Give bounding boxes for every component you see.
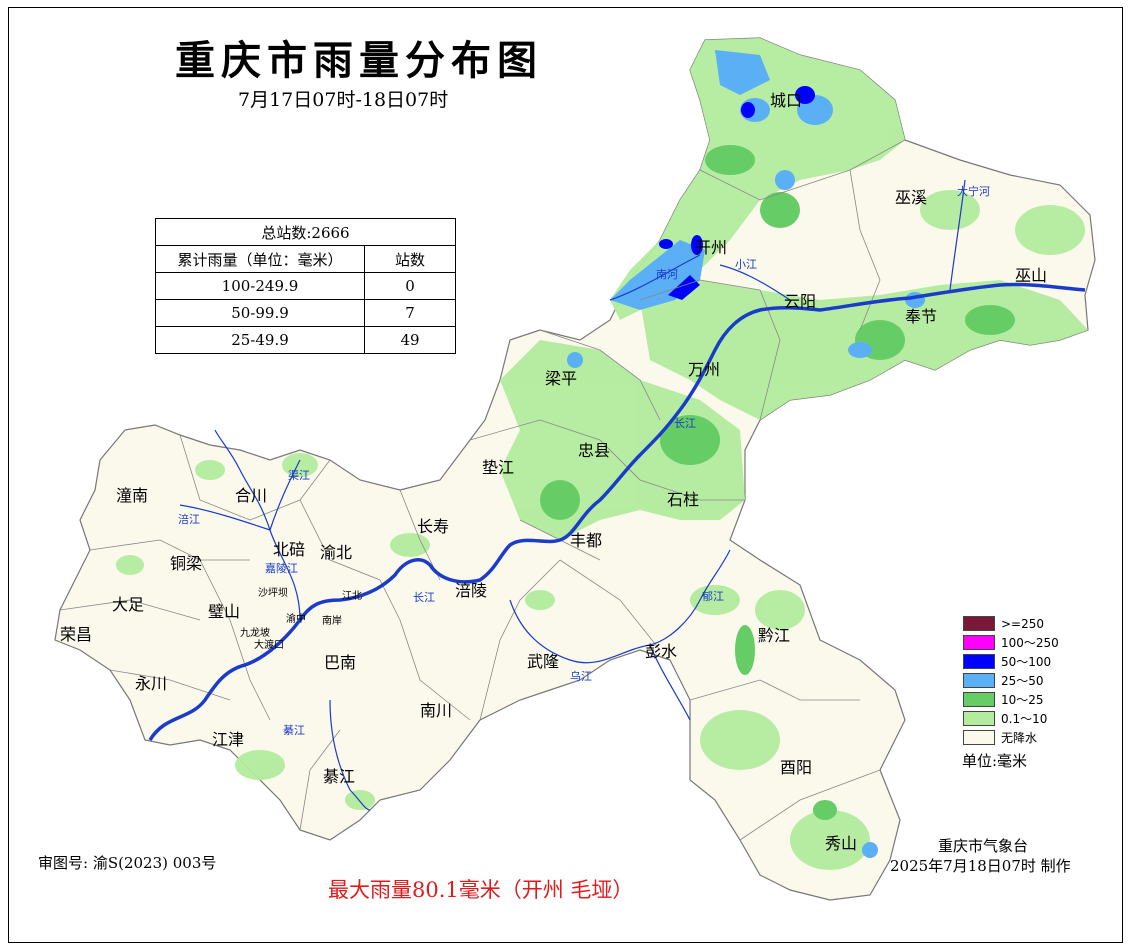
- legend-item: 50～100: [963, 652, 1059, 671]
- label-yongchuan: 永川: [135, 674, 167, 693]
- label-rongchang: 荣昌: [60, 625, 92, 644]
- label-tongnan: 潼南: [116, 486, 148, 505]
- label-river-changjiang-west: 长江: [413, 591, 435, 604]
- legend-label: 100～250: [1001, 636, 1059, 650]
- label-yubei: 渝北: [320, 543, 352, 562]
- label-jiangbei: 江北: [342, 590, 362, 602]
- legend-swatch: [963, 654, 995, 669]
- rain-moderate-layer: [540, 145, 1015, 820]
- legend-swatch: [963, 635, 995, 650]
- label-youyang: 酉阳: [780, 758, 812, 777]
- label-river-qijiang: 綦江: [283, 724, 305, 737]
- total-stations: 总站数:2666: [155, 218, 456, 246]
- label-jiangjin: 江津: [212, 730, 244, 749]
- legend-swatch: [963, 616, 995, 631]
- legend-item: 10～25: [963, 690, 1059, 709]
- label-fengjie: 奉节: [905, 307, 937, 326]
- label-banan: 巴南: [324, 653, 356, 672]
- row-range: 25-49.9: [155, 326, 365, 354]
- table-row: 100-249.9 0: [155, 272, 456, 300]
- label-nanchuan: 南川: [420, 701, 452, 720]
- legend-label: 0.1～10: [1001, 712, 1048, 726]
- legend-item: 0.1～10: [963, 709, 1059, 728]
- label-bishan: 璧山: [208, 602, 240, 621]
- legend-label: >=250: [1001, 616, 1045, 631]
- header-range: 累计雨量（单位：毫米）: [155, 245, 365, 273]
- legend-swatch: [963, 730, 995, 745]
- rain-severe-layer: [659, 86, 815, 300]
- label-zhongxian: 忠县: [578, 441, 610, 460]
- label-liangping: 梁平: [545, 369, 577, 388]
- label-chengkou: 城口: [770, 91, 802, 110]
- legend-item: 无降水: [963, 728, 1059, 747]
- row-count: 49: [364, 326, 456, 354]
- label-kaizhou: 开州: [695, 238, 727, 257]
- label-dadukou: 大渡口: [254, 638, 284, 651]
- table-row: 25-49.9 49: [155, 326, 456, 354]
- label-yunyang: 云阳: [784, 292, 816, 311]
- label-tongliang: 铜梁: [170, 554, 202, 573]
- label-river-fujiang: 涪江: [178, 512, 200, 526]
- legend-swatch: [963, 711, 995, 726]
- legend-label: 无降水: [1001, 731, 1038, 745]
- table-row: 50-99.9 7: [155, 299, 456, 327]
- legend-item: 25～50: [963, 671, 1059, 690]
- river-labels: 大宁河 南河 小江 长江 长江 渠江 涪江 嘉陵江 乌江 郁江 綦江: [178, 184, 990, 737]
- row-range: 100-249.9: [155, 272, 365, 300]
- legend-label: 25～50: [1001, 674, 1044, 688]
- label-wushan: 巫山: [1015, 266, 1047, 285]
- label-xiushan: 秀山: [825, 834, 857, 853]
- label-wulong: 武隆: [527, 652, 559, 671]
- label-wuxi: 巫溪: [895, 188, 927, 207]
- label-river-nanhe: 南河: [656, 268, 678, 281]
- label-changshou: 长寿: [417, 517, 449, 536]
- legend-unit: 单位:毫米: [962, 752, 1028, 770]
- label-river-xiaojiang: 小江: [735, 258, 757, 271]
- label-river-yujiang: 郁江: [702, 589, 724, 603]
- label-qijiang: 綦江: [323, 767, 355, 786]
- row-count: 0: [364, 272, 456, 300]
- label-shizhu: 石柱: [667, 490, 699, 509]
- production-time: 2025年7月18日07时 制作: [890, 857, 1071, 875]
- label-wanzhou: 万州: [688, 360, 720, 379]
- tributary-rivers: [179, 179, 966, 811]
- label-dazu: 大足: [112, 595, 144, 614]
- legend-swatch: [963, 692, 995, 707]
- legend-item: 100～250: [963, 633, 1059, 652]
- label-fuling: 涪陵: [455, 581, 487, 600]
- map-subtitle: 7月17日07时-18日07时: [238, 89, 449, 111]
- label-hechuan: 合川: [235, 486, 267, 505]
- header-count: 站数: [364, 245, 456, 273]
- map-title: 重庆市雨量分布图: [175, 37, 543, 84]
- label-river-changjiang-east: 长江: [674, 417, 696, 430]
- legend-swatch: [963, 673, 995, 688]
- label-beibei: 北碚: [273, 540, 305, 559]
- label-shapingba: 沙坪坝: [258, 586, 288, 599]
- label-river-qujiang: 渠江: [288, 469, 310, 482]
- label-jiulongpo: 九龙坡: [240, 626, 270, 639]
- legend-item: >=250: [963, 614, 1059, 633]
- label-river-daning: 大宁河: [957, 184, 990, 198]
- label-yuzhong: 渝中: [286, 612, 306, 625]
- label-river-jialing: 嘉陵江: [265, 561, 298, 575]
- row-count: 7: [364, 299, 456, 327]
- label-dianjiang: 垫江: [482, 458, 514, 477]
- label-river-wujiang: 乌江: [570, 669, 592, 683]
- row-range: 50-99.9: [155, 299, 365, 327]
- issuing-agency: 重庆市气象台: [938, 837, 1029, 855]
- label-qianjiang: 黔江: [758, 626, 790, 645]
- legend-label: 10～25: [1001, 693, 1044, 707]
- yangtze-river: [148, 282, 1086, 741]
- district-labels: 城口 巫溪 开州 巫山 云阳 奉节 梁平 万州 忠县 垫江 石柱 潼南 合川 北…: [60, 91, 1047, 853]
- max-rainfall-note: 最大雨量80.1毫米（开州 毛垭）: [328, 878, 634, 902]
- legend-label: 50～100: [1001, 655, 1052, 669]
- label-nanan: 南岸: [322, 614, 342, 627]
- station-stats-table: 总站数:2666 累计雨量（单位：毫米） 站数 100-249.9 0 50-9…: [155, 218, 456, 354]
- label-fengdu: 丰都: [570, 531, 602, 550]
- map-approval-number: 审图号: 渝S(2023) 003号: [38, 854, 217, 872]
- label-pengshui: 彭水: [645, 642, 677, 661]
- rainfall-legend: >=250 100～250 50～100 25～50 10～25 0.1～10 …: [963, 614, 1059, 747]
